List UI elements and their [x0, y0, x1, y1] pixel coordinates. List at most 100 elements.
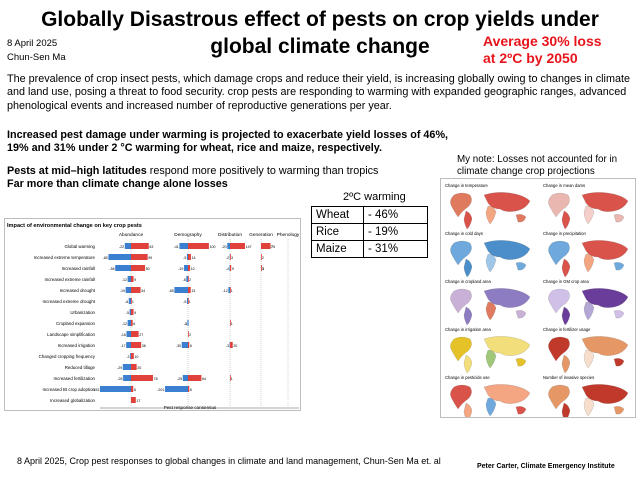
- continent-shape: [581, 336, 629, 356]
- bar-value-label: -19: [178, 267, 183, 271]
- response-bar: [131, 254, 148, 260]
- response-bar: [230, 287, 231, 293]
- continent-shape: [548, 192, 570, 218]
- bar-value-label: 20: [137, 366, 141, 370]
- continent-shape: [483, 336, 531, 356]
- bar-value-label: -5: [126, 311, 129, 315]
- map-panel: Change in precipitation: [543, 231, 629, 278]
- intro-paragraph: The prevalence of crop insect pests, whi…: [7, 73, 630, 112]
- bar-value-label: 9: [134, 311, 136, 315]
- bar-value-label: -201: [157, 388, 164, 392]
- response-bar: [174, 287, 188, 293]
- finding-comparison: Far more than climate change alone losse…: [7, 178, 228, 190]
- loss-callout-line1: Average 30% loss: [483, 33, 602, 49]
- crop-cell: Rice: [311, 223, 364, 241]
- bar-value-label: -19: [120, 289, 125, 293]
- bar-value-label: 2: [189, 278, 191, 282]
- footer-credit: Peter Carter, Climate Emergency Institut…: [477, 463, 615, 470]
- response-bar: [131, 298, 132, 304]
- continent-shape: [583, 397, 595, 417]
- factor-label: Increased Bt crop adoption: [43, 387, 96, 392]
- response-bar: [230, 320, 231, 326]
- bar-value-label: 75: [271, 245, 275, 249]
- continent-shape: [483, 384, 531, 404]
- continent-shape: [463, 354, 473, 374]
- response-bar: [126, 342, 131, 348]
- response-bar: [115, 265, 131, 271]
- response-bar: [230, 254, 231, 260]
- pest-response-chart: Impact of environmental change on key cr…: [7, 223, 300, 410]
- bar-value-label: 50: [146, 267, 150, 271]
- loss-callout: Average 30% loss at 2ºC by 2050: [483, 33, 602, 67]
- bar-value-label: -5: [183, 256, 186, 260]
- response-bar: [227, 243, 230, 249]
- bar-value-label: -3: [184, 322, 187, 326]
- continent-shape: [450, 336, 472, 362]
- response-bar: [126, 331, 131, 337]
- response-bar: [131, 243, 149, 249]
- bar-value-label: 64: [202, 377, 206, 381]
- response-bar: [186, 298, 188, 304]
- response-bar: [131, 320, 133, 326]
- bar-value-label: 9: [232, 267, 234, 271]
- bar-value-label: 78: [154, 377, 158, 381]
- response-bar: [127, 276, 131, 282]
- continent-shape: [581, 288, 629, 308]
- continent-shape: [515, 214, 527, 223]
- map-panel-title: Change in pesticide use: [445, 375, 490, 380]
- map-panel: Change in temperature: [445, 183, 531, 230]
- bar-value-label: 59: [148, 256, 152, 260]
- map-panel: Number of invasive species: [543, 375, 629, 417]
- response-bar: [261, 265, 262, 271]
- bar-value-label: -30: [176, 344, 181, 348]
- author-note: My note: Losses not accounted for in cli…: [457, 154, 618, 177]
- bar-value-label: -8: [183, 278, 186, 282]
- map-panel-title: Number of invasive species: [543, 375, 594, 380]
- bar-value-label: -56: [109, 267, 114, 271]
- bar-value-label: 8: [134, 388, 136, 392]
- response-bar: [188, 254, 191, 260]
- continent-shape: [561, 306, 571, 326]
- response-bar: [187, 320, 189, 326]
- bar-value-label: -8: [125, 300, 128, 304]
- continent-shape: [485, 205, 497, 225]
- bar-value-label: 27: [139, 333, 143, 337]
- bar-value-label: -3: [126, 355, 129, 359]
- continent-shape: [515, 310, 527, 319]
- continent-shape: [463, 258, 473, 278]
- response-bar: [131, 309, 134, 315]
- finding-latitude-bold: Pests at mid–high latitudes: [7, 165, 147, 177]
- continent-shape: [583, 301, 595, 321]
- bar-value-label: -12: [223, 289, 228, 293]
- bar-value-label: -17: [120, 344, 125, 348]
- continent-shape: [450, 384, 472, 410]
- bar-value-label: -16: [121, 333, 126, 337]
- map-panel-title: Change in irrigation area: [445, 327, 492, 332]
- warming-table-title: 2ºC warming: [343, 191, 406, 203]
- continent-shape: [581, 240, 629, 260]
- response-bar: [181, 342, 188, 348]
- bar-value-label: -12: [122, 322, 127, 326]
- bar-value-label: 1: [189, 300, 191, 304]
- bar-value-label: -3: [226, 344, 229, 348]
- response-bar: [131, 375, 153, 381]
- response-bar: [131, 353, 134, 359]
- crop-cell: Maize: [311, 240, 364, 258]
- bar-value-label: -153: [92, 388, 99, 392]
- continent-shape: [561, 210, 571, 230]
- response-bar: [188, 298, 189, 304]
- warming-table: Wheat - 46% Rice - 19% Maize - 31%: [311, 206, 428, 258]
- author-label: Chun-Sen Ma: [7, 52, 66, 63]
- response-bar: [188, 276, 189, 282]
- bar-value-label: 14: [192, 256, 196, 260]
- response-bar: [122, 364, 131, 370]
- column-header: Distribution: [218, 232, 242, 238]
- bar-value-label: 2: [262, 256, 264, 260]
- bar-value-label: -4: [226, 267, 229, 271]
- factor-label: Increased extreme temperature: [34, 255, 96, 260]
- response-bar: [230, 265, 232, 271]
- finding-latitude-rest: respond more positively to warming than …: [146, 165, 379, 177]
- response-bar: [261, 254, 262, 260]
- table-row: Rice - 19%: [311, 223, 428, 241]
- finding-latitude: Pests at mid–high latitudes respond more…: [7, 165, 378, 178]
